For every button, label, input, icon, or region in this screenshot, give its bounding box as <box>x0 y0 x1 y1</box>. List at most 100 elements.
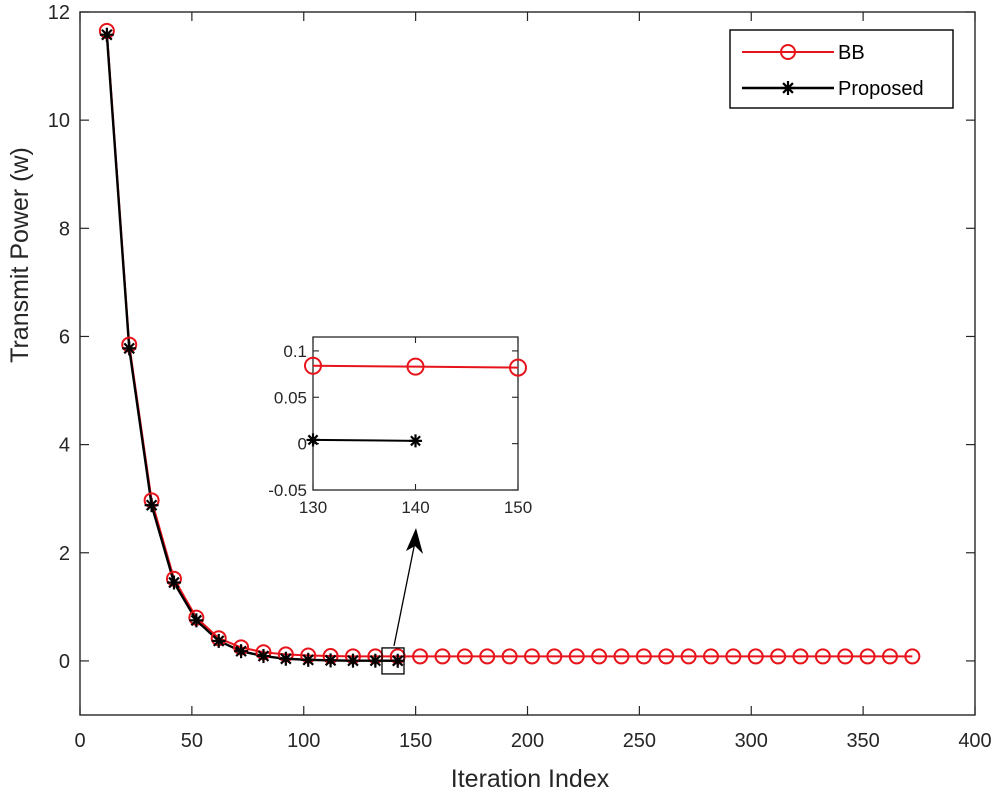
bb-point <box>747 648 764 665</box>
proposed-point <box>256 649 271 664</box>
proposed-point-stroke <box>145 499 158 511</box>
legend-asterisk-marker <box>781 81 795 95</box>
bb-point <box>546 648 563 665</box>
inset-x-tick-label: 140 <box>401 498 429 517</box>
proposed-point <box>99 27 114 42</box>
proposed-point-stroke <box>168 576 180 589</box>
x-tick-label: 200 <box>511 730 544 752</box>
plot-background <box>80 12 975 715</box>
legend-label-bb: BB <box>838 42 865 64</box>
proposed-point <box>390 653 405 668</box>
bb-point <box>479 648 496 665</box>
legend-marker-proposed <box>781 81 795 95</box>
x-tick-label: 350 <box>846 730 879 752</box>
inset-y-tick-label: 0 <box>298 435 307 454</box>
x-tick-label: 300 <box>735 730 768 752</box>
x-tick-label: 50 <box>181 730 203 752</box>
zoom-annotation <box>381 528 423 675</box>
inset-bb-point <box>509 358 527 377</box>
proposed-point-stroke <box>391 655 404 667</box>
inset-proposed-point-stroke <box>410 435 421 447</box>
bb-point <box>613 648 630 665</box>
proposed-point-stroke <box>101 28 113 41</box>
inset-frame <box>312 336 519 491</box>
proposed-point <box>234 644 249 659</box>
zoom-arrow-shaft <box>393 541 416 647</box>
proposed-point-stroke <box>190 614 203 627</box>
inset-proposed-point <box>409 434 422 448</box>
y-tick-label: 2 <box>59 543 70 565</box>
inset-series-line-proposed <box>312 438 416 442</box>
inset-y-tick-label: 0.05 <box>274 388 307 407</box>
proposed-point-stroke <box>123 342 135 355</box>
plot-frame <box>79 11 976 716</box>
bb-point <box>702 648 719 665</box>
zoom-box <box>381 647 405 675</box>
y-tick-label: 8 <box>59 218 70 240</box>
bb-point <box>680 648 697 665</box>
proposed-point <box>189 613 204 628</box>
inset-bb-point <box>406 357 425 376</box>
proposed-point-stroke <box>257 650 270 662</box>
proposed-point-stroke <box>302 654 314 666</box>
inset-background <box>313 337 518 490</box>
legend-box <box>729 29 954 109</box>
inset-y-tick-label: 0.1 <box>283 342 307 361</box>
proposed-point-stroke <box>347 654 359 667</box>
inset-proposed-point-stroke <box>307 434 319 446</box>
bb-point <box>658 648 675 665</box>
bb-point <box>456 648 473 665</box>
proposed-point <box>211 633 226 648</box>
proposed-point <box>345 653 360 668</box>
proposed-point <box>144 498 159 513</box>
x-tick-label: 400 <box>958 730 991 752</box>
bb-point <box>881 648 898 665</box>
bb-point <box>859 648 876 665</box>
inset-proposed-point <box>306 433 320 447</box>
y-tick-label: 12 <box>48 2 70 24</box>
proposed-point-stroke <box>369 654 382 667</box>
x-axis-label: Iteration Index <box>451 765 610 793</box>
inset-x-tick-label: 150 <box>504 498 532 517</box>
y-tick-label: 0 <box>59 651 70 673</box>
inset-plot-area: 130 140 150 -0.05 0 0.05 0.1 <box>268 336 532 517</box>
bb-point <box>501 648 518 665</box>
x-tick-label: 0 <box>74 730 85 752</box>
legend-asterisk-marker-stroke <box>782 82 794 94</box>
proposed-point <box>368 653 383 668</box>
bb-point <box>837 648 854 665</box>
y-tick-label: 4 <box>59 435 70 457</box>
bb-point <box>904 648 921 665</box>
inset-series-line-bb <box>312 364 519 369</box>
proposed-point-stroke <box>212 635 225 647</box>
inset-bb-point <box>304 356 322 375</box>
inset-x-tick-label: 130 <box>299 498 327 517</box>
legend: BB Proposed <box>729 29 954 109</box>
bb-point <box>591 648 608 665</box>
y-axis-label: Transmit Power (w) <box>6 147 34 363</box>
proposed-point-stroke <box>235 645 247 657</box>
legend-marker-bb <box>780 44 796 60</box>
proposed-point <box>122 341 137 356</box>
x-tick-label: 150 <box>399 730 432 752</box>
x-tick-label: 100 <box>287 730 320 752</box>
bb-point <box>523 648 540 665</box>
bb-point <box>635 648 652 665</box>
proposed-point <box>166 575 181 590</box>
bb-point <box>434 648 451 665</box>
bb-point <box>725 648 742 665</box>
legend-label-proposed: Proposed <box>838 78 924 100</box>
main-plot-area: 0 50 100 150 200 250 300 350 400 0 2 4 6 8 10 12 <box>48 2 992 752</box>
proposed-point <box>323 653 338 668</box>
proposed-point-stroke <box>324 654 337 667</box>
proposed-point-stroke <box>280 653 292 665</box>
bb-point <box>412 648 429 665</box>
inset-y-tick-label: -0.05 <box>268 481 307 500</box>
proposed-point <box>301 652 316 667</box>
zoom-arrow-head <box>406 528 423 554</box>
bb-point <box>792 648 809 665</box>
bb-point <box>770 648 787 665</box>
y-tick-label: 6 <box>59 326 70 348</box>
proposed-point <box>278 651 293 666</box>
